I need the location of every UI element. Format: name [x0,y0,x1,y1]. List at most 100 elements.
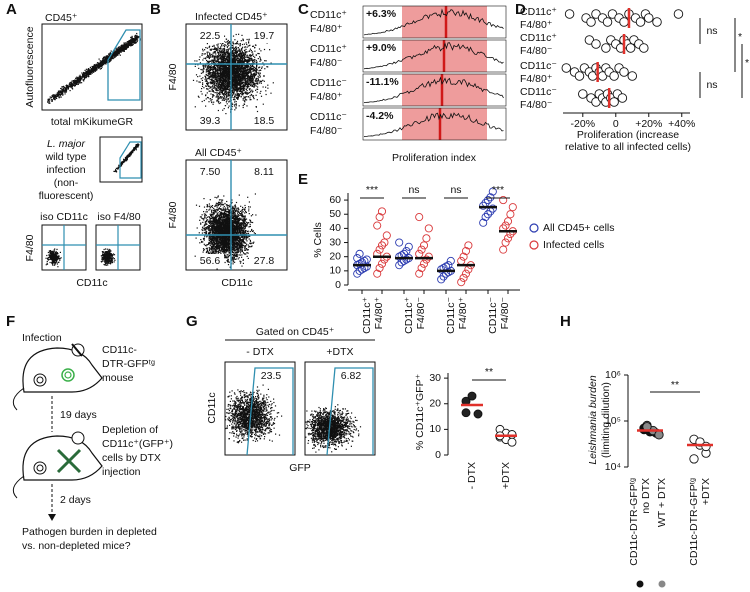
event-dot [60,257,62,259]
event-dot [223,88,225,90]
event-dot [235,106,237,108]
event-dot [222,109,224,111]
event-dot [231,106,233,108]
event-dot [212,62,214,64]
event-dot [212,76,215,78]
event-dot [244,73,246,75]
event-dot [208,90,211,92]
event-dot [112,55,114,57]
event-dot [231,51,233,53]
event-dot [249,71,251,73]
event-dot [89,66,91,68]
event-dot [95,64,97,66]
event-dot [111,260,113,262]
event-dot [226,103,228,105]
event-dot [219,85,221,87]
event-dot [224,71,226,73]
event-dot [59,92,61,94]
event-dot [209,45,211,47]
event-dot [81,82,83,84]
event-dot [198,96,200,98]
event-dot [219,88,221,90]
event-dot [237,80,239,82]
event-dot [51,254,53,256]
event-dot [211,60,213,62]
event-dot [65,85,67,87]
event-dot [209,68,211,70]
event-dot [226,55,228,57]
event-dot [94,67,96,69]
event-dot [225,91,227,93]
event-dot [123,158,125,160]
event-dot [212,70,214,72]
event-dot [56,260,58,262]
event-dot [223,44,225,46]
event-dot [236,97,238,99]
event-dot [83,78,85,80]
event-dot [233,59,236,61]
event-dot [239,50,241,52]
event-dot [51,253,53,255]
event-dot [244,85,246,87]
event-dot [125,42,127,44]
event-dot [102,254,105,257]
event-dot [201,100,203,103]
event-dot [220,72,222,74]
event-dot [77,79,79,81]
event-dot [107,250,109,252]
event-dot [248,88,250,90]
event-dot [78,82,80,84]
event-dot [235,83,237,85]
event-dot [221,45,223,47]
event-dot [87,68,89,70]
event-dot [109,263,112,265]
event-dot [216,44,218,46]
event-dot [241,83,243,85]
event-dot [232,88,234,90]
event-dot [246,38,248,41]
event-dot [253,86,255,88]
event-dot [233,71,235,73]
event-dot [262,62,264,64]
event-dot [237,89,239,91]
event-dot [224,69,227,71]
event-dot [91,70,93,72]
events [192,32,274,115]
event-dot [206,82,208,85]
event-dot [258,80,260,82]
event-dot [216,79,218,81]
event-dot [199,81,201,83]
event-dot [247,58,249,60]
event-dot [240,76,242,78]
event-dot [248,75,250,77]
event-dot [255,72,257,74]
event-dot [59,91,61,93]
event-dot [108,61,110,63]
event-dot [221,93,223,95]
event-dot [240,69,242,71]
control-label: fluorescent) [39,190,94,202]
event-dot [109,252,112,254]
event-dot [252,76,254,78]
event-dot [247,82,249,84]
event-dot [239,72,241,74]
event-dot [194,106,196,108]
event-dot [213,87,215,89]
event-dot [252,55,255,57]
event-dot [223,64,225,67]
event-dot [118,46,120,48]
event-dot [105,55,107,57]
event-dot [253,86,255,88]
event-dot [58,92,60,94]
event-dot [217,66,219,68]
event-dot [116,49,118,51]
event-dot [95,69,97,72]
event-dot [53,94,55,96]
event-dot [94,70,96,72]
event-dot [232,83,234,85]
event-dot [220,76,222,78]
event-dot [105,261,108,263]
event-dot [222,82,224,84]
event-dot [129,42,131,44]
event-dot [209,82,211,84]
